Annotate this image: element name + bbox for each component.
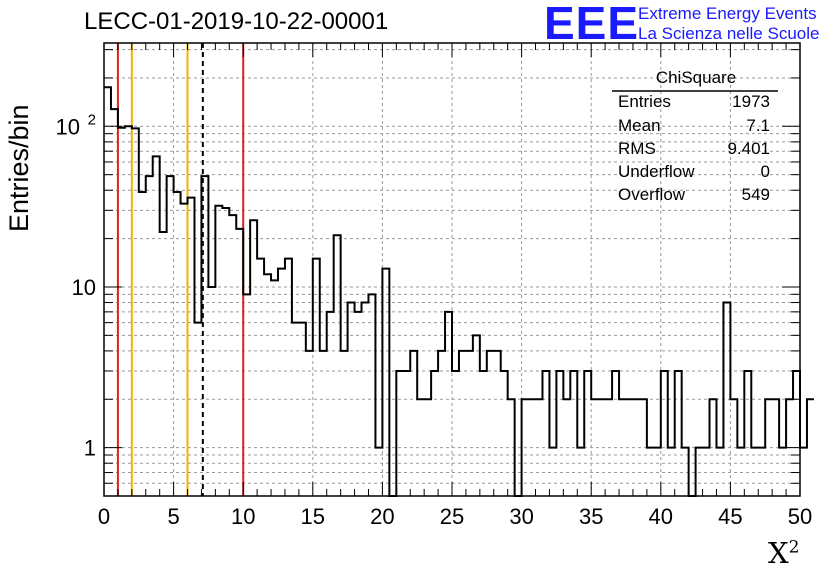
reference-lines — [116, 43, 245, 496]
x-tick-label: 5 — [167, 504, 179, 529]
x-tick-label: 10 — [231, 504, 255, 529]
y-tick-label: 10 — [56, 114, 80, 139]
x-tick-label: 20 — [370, 504, 394, 529]
stat-name: Underflow — [618, 162, 695, 181]
stat-name: Overflow — [618, 185, 686, 204]
tick-labels: 0 5 10 15 20 25 30 35 40 45 50 1 10 10 2 — [56, 111, 813, 529]
x-tick-label: 15 — [301, 504, 325, 529]
stat-value: 1973 — [732, 92, 770, 111]
stat-value: 7.1 — [746, 116, 770, 135]
y-tick-exponent: 2 — [88, 111, 96, 128]
stat-value: 549 — [741, 185, 770, 204]
logo-caption-1: Extreme Energy Events — [638, 4, 817, 23]
x-tick-label: 45 — [718, 504, 742, 529]
x-tick-label: 40 — [649, 504, 673, 529]
x-axis-label-base: X — [768, 536, 789, 570]
x-axis-label: X2 — [768, 536, 799, 570]
stat-name: RMS — [618, 139, 656, 158]
x-axis-label-exponent: 2 — [788, 537, 800, 558]
x-tick-label: 35 — [579, 504, 603, 529]
y-tick-label: 1 — [84, 436, 96, 461]
stat-name: Entries — [618, 92, 671, 111]
axis-ticks — [103, 43, 801, 497]
x-tick-label: 25 — [440, 504, 464, 529]
y-axis-label: Entries/bin — [4, 104, 34, 232]
stat-value: 0 — [760, 162, 770, 181]
logo-caption-2: La Scienza nelle Scuole — [638, 24, 820, 43]
stat-name: Mean — [618, 116, 661, 135]
x-tick-label: 30 — [509, 504, 533, 529]
stat-value: 9.401 — [727, 139, 770, 158]
stats-box-title: ChiSquare — [655, 68, 737, 87]
eee-logo: EEE — [544, 0, 640, 49]
x-tick-label: 0 — [98, 504, 110, 529]
chart-title: LECC-01-2019-10-22-00001 — [84, 8, 389, 35]
y-tick-label: 10 — [72, 275, 96, 300]
x-tick-label: 50 — [788, 504, 812, 529]
